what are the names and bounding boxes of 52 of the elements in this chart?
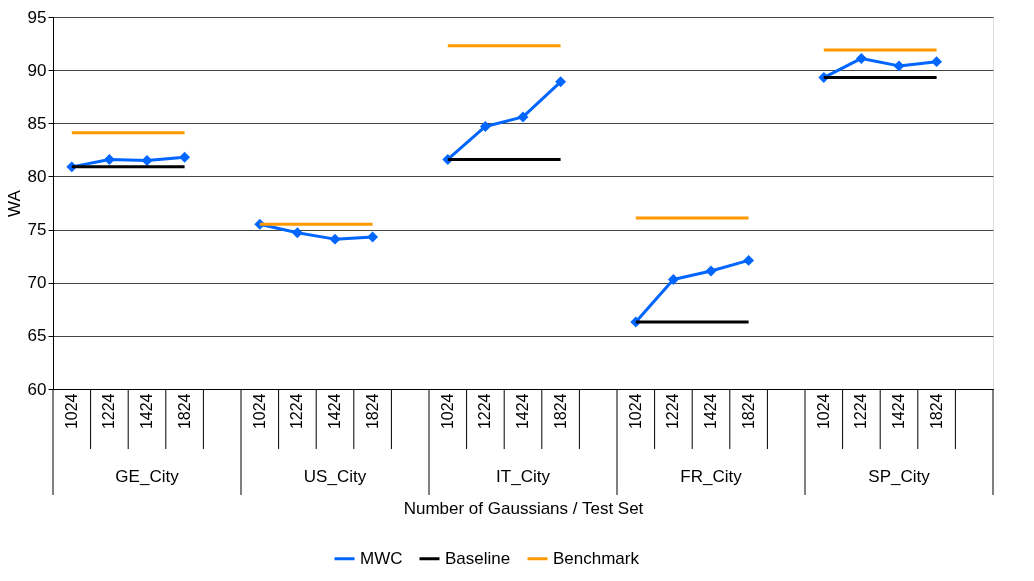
point <box>179 151 191 163</box>
point <box>555 76 567 88</box>
point <box>291 227 303 239</box>
x-tick-label: 1824 <box>363 393 381 430</box>
y-axis-title: WA <box>4 189 24 217</box>
point <box>367 231 379 243</box>
x-tick-label: 1824 <box>927 393 945 430</box>
text: FR_City <box>680 467 743 486</box>
point <box>855 52 867 64</box>
x-tick-label: 1224 <box>852 393 870 430</box>
legend-label: Baseline <box>445 548 511 568</box>
point <box>893 60 905 72</box>
x-tick-label: 1024 <box>62 393 80 430</box>
y-tick-label: 85 <box>27 113 47 133</box>
x-tick-label: 1224 <box>476 393 494 430</box>
x-tick-label: 1424 <box>702 393 719 430</box>
y-tick-label: 65 <box>27 326 47 346</box>
x-tick-label: 1024 <box>250 393 268 430</box>
point <box>103 153 115 165</box>
x-tick-label: 1824 <box>739 393 757 430</box>
point <box>743 254 755 266</box>
y-tick-label: 90 <box>27 60 47 80</box>
x-tick-label: 1824 <box>175 393 193 430</box>
point <box>517 111 529 123</box>
text: IT_City <box>496 467 551 486</box>
x-tick-label: 1024 <box>626 393 644 430</box>
point <box>479 121 491 132</box>
x-tick-label: 1424 <box>514 393 531 430</box>
text: GE_City <box>115 467 180 486</box>
x-tick-label: 1424 <box>326 393 343 430</box>
y-tick-label: 95 <box>27 7 47 27</box>
y-tick-label: 70 <box>27 273 47 293</box>
x-tick-label: 1224 <box>664 393 682 430</box>
y-tick-label: 75 <box>27 220 47 240</box>
point <box>329 233 341 245</box>
point <box>705 265 717 277</box>
x-tick-label: 1024 <box>814 393 832 430</box>
x-axis-title: Number of Gaussians / Test Set <box>403 499 644 519</box>
point <box>931 56 943 68</box>
text: SP_City <box>868 467 931 486</box>
x-tick-label: 1824 <box>551 393 569 430</box>
x-tick-label: 1424 <box>890 393 907 430</box>
x-tick-label: 1224 <box>288 393 306 430</box>
y-tick-label: 60 <box>27 379 47 399</box>
legend-label: Benchmark <box>553 548 640 568</box>
x-tick-label: 1024 <box>438 393 456 430</box>
point <box>667 274 679 285</box>
text: US_City <box>303 467 367 486</box>
x-tick-label: 1224 <box>100 393 118 430</box>
y-tick-label: 80 <box>27 166 47 186</box>
legend-label: MWC <box>360 548 403 568</box>
x-tick-label: 1424 <box>138 393 155 430</box>
